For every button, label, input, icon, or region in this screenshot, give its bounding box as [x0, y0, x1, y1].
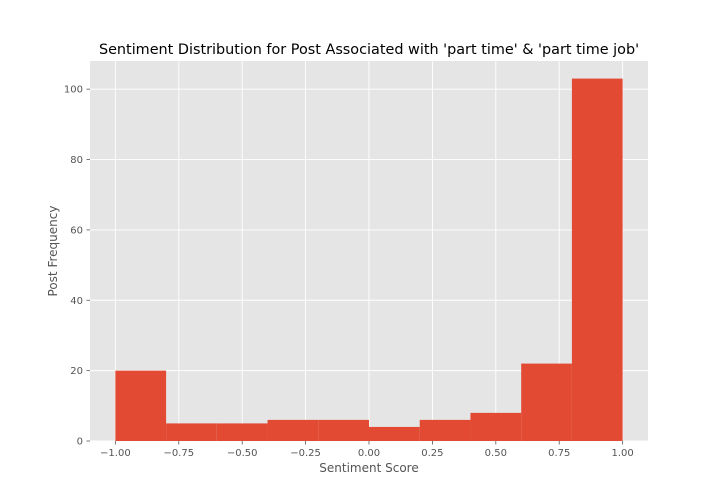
x-axis-ticks: −1.00 −0.75 −0.50 −0.25 0.00 0.25 0.50 0.75 1.00 [100, 441, 634, 459]
y-tick-label: 40 [70, 296, 83, 307]
histogram-bar [216, 423, 268, 441]
histogram-bar [166, 423, 217, 441]
histogram-bar [318, 419, 369, 441]
y-axis-ticks: 0 20 40 60 80 100 [64, 85, 90, 448]
y-tick-label: 100 [64, 85, 83, 96]
chart-title: Sentiment Distribution for Post Associat… [99, 42, 639, 58]
x-tick-label: −0.75 [163, 448, 194, 459]
histogram-bars [115, 78, 623, 441]
x-tick-label: 0.50 [485, 448, 507, 459]
y-tick-label: 60 [70, 225, 83, 236]
histogram-bar [115, 370, 167, 441]
histogram-bar [419, 419, 471, 441]
x-axis-label: Sentiment Score [319, 461, 418, 475]
x-tick-label: 0.00 [358, 448, 380, 459]
x-tick-label: −0.25 [290, 448, 321, 459]
x-tick-label: 1.00 [612, 448, 634, 459]
histogram-bar [521, 363, 572, 441]
histogram-bar [369, 426, 420, 441]
y-tick-label: 0 [77, 437, 83, 448]
histogram-bar [470, 412, 522, 441]
y-tick-label: 80 [70, 155, 83, 166]
x-tick-label: −1.00 [100, 448, 131, 459]
y-tick-label: 20 [70, 366, 83, 377]
y-axis-label: Post Frequency [46, 206, 60, 297]
x-tick-label: −0.50 [227, 448, 258, 459]
x-tick-label: 0.25 [421, 448, 443, 459]
histogram-bar [267, 419, 319, 441]
x-tick-label: 0.75 [548, 448, 570, 459]
histogram-bar [571, 78, 623, 441]
